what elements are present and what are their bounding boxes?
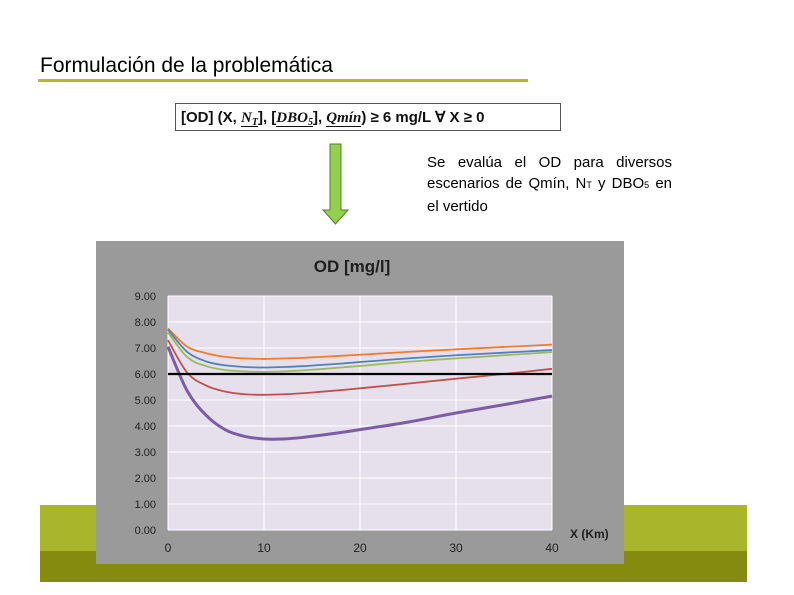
formula-part3: ], [312, 109, 327, 126]
x-tick-label: 0 [165, 541, 172, 555]
x-tick-label: 30 [449, 541, 463, 555]
series-line-1 [167, 329, 553, 369]
y-tick-label: 9.00 [135, 291, 156, 303]
x-tick-label: 40 [545, 541, 559, 555]
y-tick-label: 1.00 [135, 499, 156, 511]
y-tick-label: 8.00 [135, 317, 156, 329]
y-tick-label: 2.00 [135, 473, 156, 485]
formula-nt: NT [241, 109, 258, 128]
x-axis-label: X (Km) [570, 527, 609, 541]
y-tick-label: 0.00 [135, 525, 156, 537]
formula-qmin: Qmín [326, 110, 362, 127]
formula-dbo: DBO5 [276, 109, 313, 128]
formula-part4: ) ≥ 6 mg/L ∀ X ≥ 0 [361, 109, 485, 126]
formula-part2: ], [ [257, 109, 277, 126]
slide-title: Formulación de la problemática [40, 54, 333, 77]
x-tick-label: 20 [353, 541, 367, 555]
series-line-4 [166, 346, 553, 441]
y-tick-label: 4.00 [135, 421, 156, 433]
y-tick-label: 7.00 [135, 343, 156, 355]
y-tick-label: 6.00 [135, 369, 156, 381]
series-line-2 [167, 331, 553, 373]
series-line-0 [167, 327, 553, 360]
x-tick-label: 10 [257, 541, 271, 555]
y-tick-label: 3.00 [135, 447, 156, 459]
series-line-3 [167, 339, 553, 396]
chart-title: OD [mg/l] [314, 257, 391, 276]
formula-part1: [OD] (X, [181, 109, 241, 126]
explanation-note: Se evalúa el OD para diversos escenarios… [427, 154, 673, 215]
formula-box: [OD] (X, NT], [DBO5], Qmín) ≥ 6 mg/L ∀ X… [175, 103, 561, 131]
title-underline [38, 79, 528, 82]
y-tick-label: 5.00 [135, 395, 156, 407]
